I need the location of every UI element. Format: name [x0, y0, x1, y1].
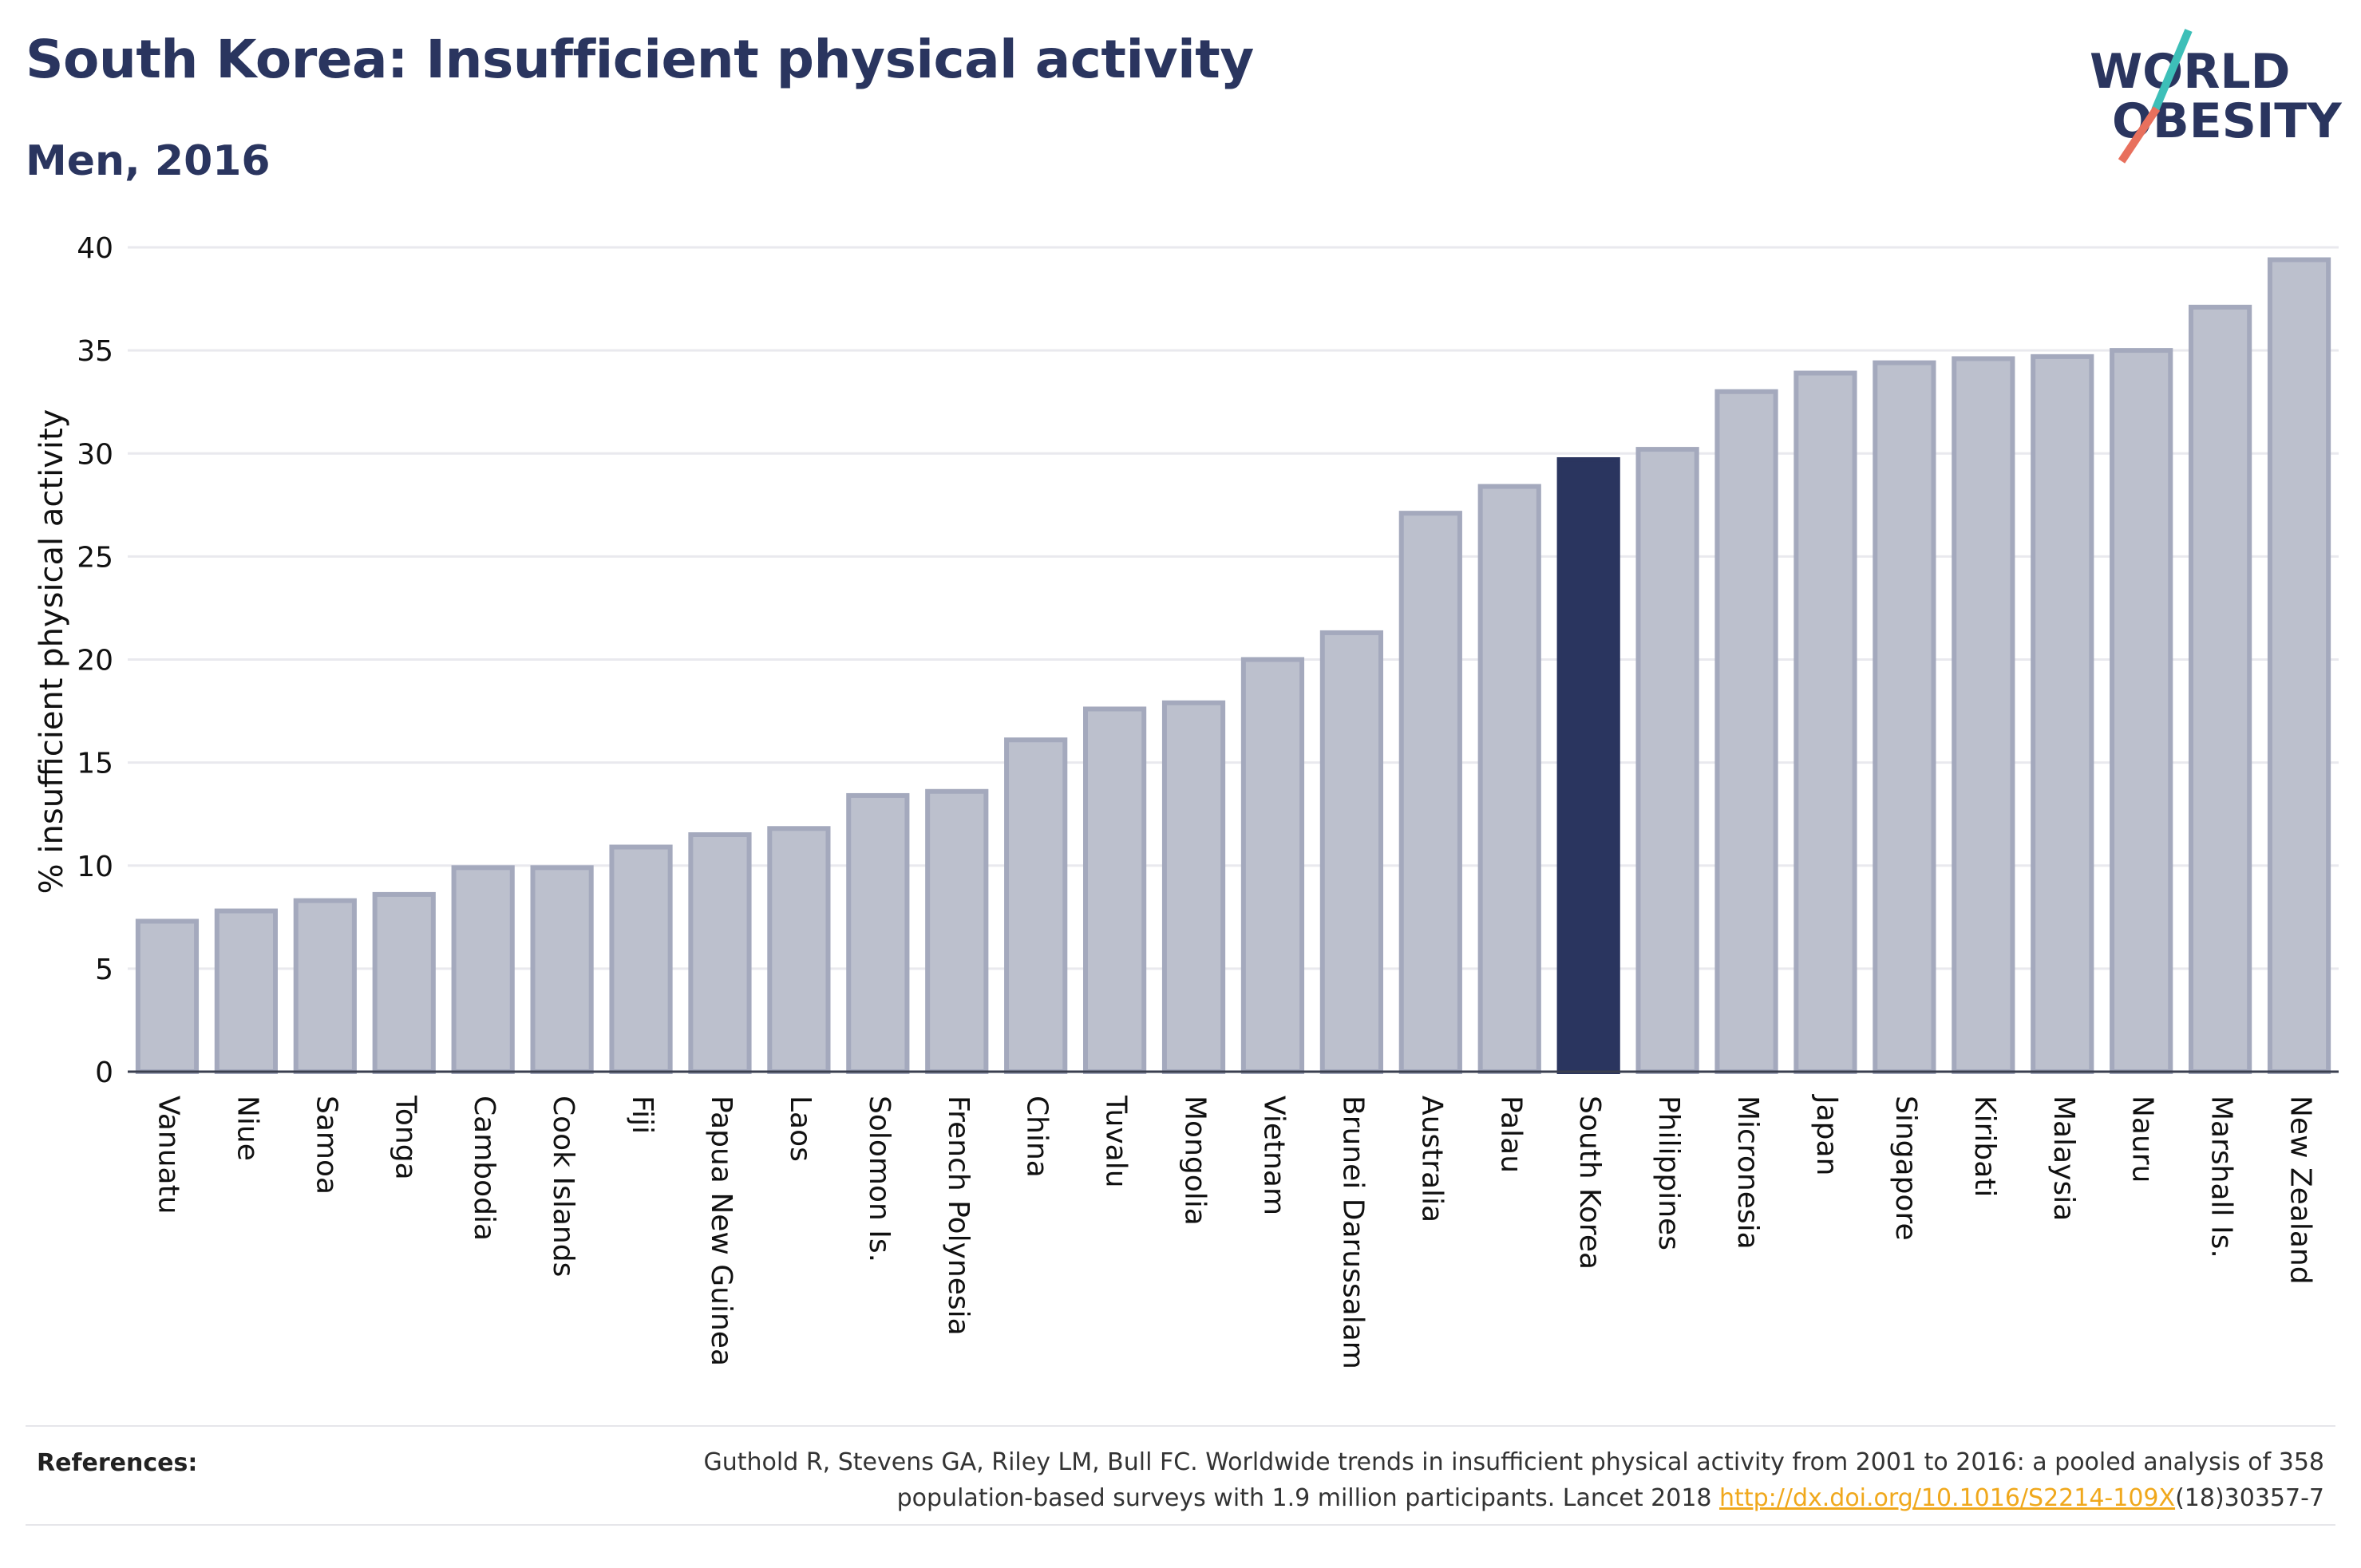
- references-line2-end: (18)30357-7: [2175, 1484, 2324, 1512]
- bar-chart: 0 5 10 15 20 25 30 35 40 Vanuatu Niue Samoa Tonga Ca…: [34, 232, 2339, 1369]
- x-tick-label: Cambodia: [468, 1096, 500, 1241]
- y-tick-label: 10: [77, 851, 113, 883]
- y-tick-label: 40: [77, 232, 113, 265]
- references-divider-bottom: [26, 1524, 2335, 1526]
- x-tick-label: Solomon Is.: [863, 1096, 896, 1262]
- x-tick-label: Micronesia: [1731, 1096, 1764, 1250]
- logo-slash-top: [2151, 29, 2193, 112]
- bar: [1714, 389, 1778, 1074]
- y-axis-title: % insufficient physical activity: [34, 409, 70, 895]
- x-tick-label: Samoa: [310, 1096, 342, 1195]
- bar: [1398, 511, 1462, 1074]
- bar: [135, 918, 200, 1075]
- y-tick-label: 20: [77, 645, 113, 677]
- x-tick-label: China: [1021, 1096, 1054, 1178]
- bar: [530, 865, 594, 1075]
- bar: [1952, 356, 2015, 1074]
- bars: [135, 257, 2331, 1075]
- x-tick-label: Australia: [1415, 1096, 1448, 1222]
- references-divider-top: [26, 1425, 2335, 1427]
- x-tick-label: Fiji: [626, 1096, 658, 1134]
- bar: [1240, 657, 1305, 1074]
- references-line2: population-based surveys with 1.9 millio…: [896, 1484, 1720, 1512]
- x-tick-label: Cook Islands: [547, 1096, 579, 1277]
- x-tick-label: Tonga: [389, 1095, 421, 1180]
- bar: [2267, 257, 2331, 1074]
- bar: [1004, 737, 1068, 1075]
- x-tick-label: South Korea: [1573, 1096, 1606, 1270]
- bar: [2189, 304, 2252, 1074]
- x-tick-label: Vietnam: [1257, 1096, 1290, 1215]
- x-tick-label: Kiribati: [1968, 1096, 2001, 1197]
- x-tick-label: Palau: [1494, 1096, 1527, 1173]
- x-tick-label: French Polynesia: [942, 1096, 975, 1336]
- bar: [1083, 706, 1147, 1074]
- x-tick-label: Singapore: [1889, 1096, 1922, 1241]
- bar: [293, 898, 357, 1074]
- logo-slash-bottom: [2118, 106, 2161, 164]
- bar: [688, 832, 752, 1074]
- references-text: Guthold R, Stevens GA, Riley LM, Bull FC…: [528, 1444, 2324, 1516]
- bar-highlight: [1556, 456, 1620, 1074]
- bar: [2110, 348, 2173, 1074]
- references-line1: Guthold R, Stevens GA, Riley LM, Bull FC…: [703, 1448, 2324, 1476]
- y-tick-label: 0: [95, 1057, 113, 1089]
- bar: [609, 844, 673, 1074]
- page-subtitle: Men, 2016: [26, 137, 271, 185]
- bar: [1793, 370, 1857, 1075]
- y-tick-label: 30: [77, 438, 113, 471]
- doi-link[interactable]: http://dx.doi.org/10.1016/S2214-109X: [1719, 1484, 2176, 1512]
- x-tick-label: Tuvalu: [1100, 1095, 1133, 1188]
- y-tick-label: 15: [77, 748, 113, 780]
- page-title: South Korea: Insufficient physical activ…: [26, 29, 1254, 90]
- bar: [2031, 353, 2094, 1074]
- bar: [767, 826, 831, 1074]
- bar: [1319, 630, 1383, 1074]
- bar: [846, 792, 910, 1074]
- logo-line1: WORLD: [2090, 44, 2290, 100]
- world-obesity-logo: WORLD OBESITY: [2090, 29, 2343, 164]
- bar: [214, 908, 278, 1074]
- bar: [1635, 447, 1699, 1074]
- x-tick-labels: Vanuatu Niue Samoa Tonga Cambodia Cook Island…: [152, 1094, 2316, 1369]
- x-tick-label: Brunei Darussalam: [1336, 1096, 1369, 1369]
- x-tick-label: Niue: [231, 1096, 263, 1161]
- x-tick-label: Marshall Is.: [2205, 1096, 2238, 1258]
- x-tick-label: Philippines: [1652, 1096, 1685, 1250]
- y-tick-label: 5: [95, 954, 113, 986]
- x-tick-label: Japan: [1810, 1094, 1843, 1175]
- references-label: References:: [37, 1449, 198, 1477]
- x-tick-label: New Zealand: [2284, 1096, 2317, 1285]
- y-tick-label: 35: [77, 335, 113, 368]
- bar: [1477, 484, 1541, 1074]
- bar: [925, 788, 989, 1075]
- bar: [1161, 700, 1226, 1074]
- x-tick-label: Vanuatu: [152, 1096, 184, 1215]
- y-tick-label: 25: [77, 541, 113, 574]
- bar: [451, 865, 515, 1075]
- x-tick-label: Mongolia: [1179, 1096, 1212, 1226]
- x-tick-label: Laos: [784, 1096, 817, 1162]
- bar: [1873, 360, 1936, 1074]
- x-tick-label: Malaysia: [2047, 1096, 2080, 1221]
- y-tick-labels: 0 5 10 15 20 25 30 35 40: [77, 232, 113, 1089]
- bar: [372, 891, 436, 1075]
- x-tick-label: Nauru: [2126, 1096, 2159, 1183]
- x-tick-label: Papua New Guinea: [705, 1096, 738, 1366]
